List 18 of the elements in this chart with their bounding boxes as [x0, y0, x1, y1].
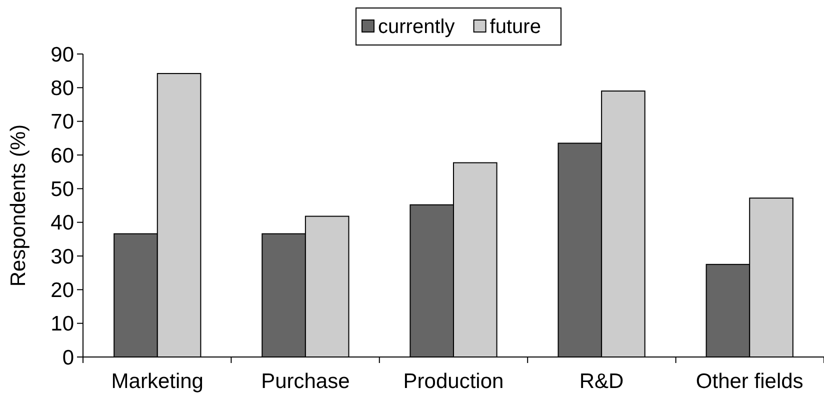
- x-tick-label: Other fields: [696, 370, 804, 393]
- y-tick-label: 80: [50, 77, 74, 100]
- x-tick-label: R&D: [579, 370, 624, 393]
- y-tick-label: 30: [50, 245, 74, 268]
- y-tick-label: 60: [50, 144, 74, 168]
- y-tick-label: 50: [50, 178, 74, 202]
- y-tick-label: 0: [62, 346, 74, 370]
- y-tick-label: 90: [50, 43, 74, 66]
- y-tick-label: 40: [50, 212, 74, 235]
- x-tick-label: Purchase: [261, 370, 350, 393]
- legend-label: future: [490, 16, 541, 38]
- x-tick-label: Production: [403, 370, 504, 393]
- x-tick-label: Marketing: [111, 370, 204, 393]
- y-axis-title: Respondents (%): [7, 124, 30, 287]
- legend-label: currently: [378, 16, 455, 38]
- y-tick-label: 10: [50, 312, 74, 336]
- y-tick-label: 70: [50, 110, 74, 134]
- y-tick-label: 20: [50, 279, 74, 302]
